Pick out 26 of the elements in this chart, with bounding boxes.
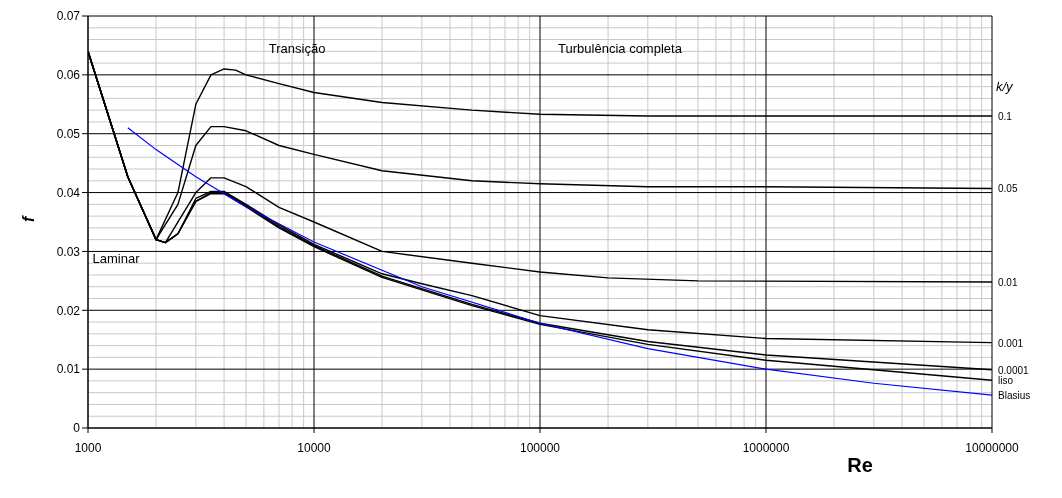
x-tick-label: 10000000 xyxy=(965,440,1020,455)
y-tick-label: 0.02 xyxy=(56,303,81,318)
series-label: Blasius xyxy=(998,390,1031,402)
y-tick-label: 0.04 xyxy=(56,185,81,200)
y-tick-label: 0.06 xyxy=(56,68,81,83)
y-tick-label: 0.05 xyxy=(56,126,81,141)
x-tick-label: 100000 xyxy=(519,440,561,455)
x-axis-title: Re xyxy=(847,454,873,477)
y-axis-title: f xyxy=(19,215,37,222)
annotation: Turbulência completa xyxy=(558,40,682,56)
series-label: 0.05 xyxy=(998,183,1018,195)
series-label: 0.1 xyxy=(998,111,1013,123)
annotation: Transição xyxy=(268,40,326,56)
series-label: liso xyxy=(998,375,1014,387)
y-tick-label: 0.07 xyxy=(56,9,81,24)
annotation: Laminar xyxy=(92,250,140,266)
series-label: 0.0001 xyxy=(998,364,1030,376)
series-label: 0.01 xyxy=(998,277,1018,289)
x-tick-label: 1000 xyxy=(74,440,102,455)
y-tick-label: 0 xyxy=(73,421,81,436)
y-tick-label: 0.01 xyxy=(56,362,81,377)
series-label: 0.001 xyxy=(998,337,1024,349)
x-tick-label: 1000000 xyxy=(742,440,790,455)
x-tick-label: 10000 xyxy=(297,440,332,455)
y-tick-label: 0.03 xyxy=(56,244,81,259)
legend-title: k/y xyxy=(996,78,1013,94)
